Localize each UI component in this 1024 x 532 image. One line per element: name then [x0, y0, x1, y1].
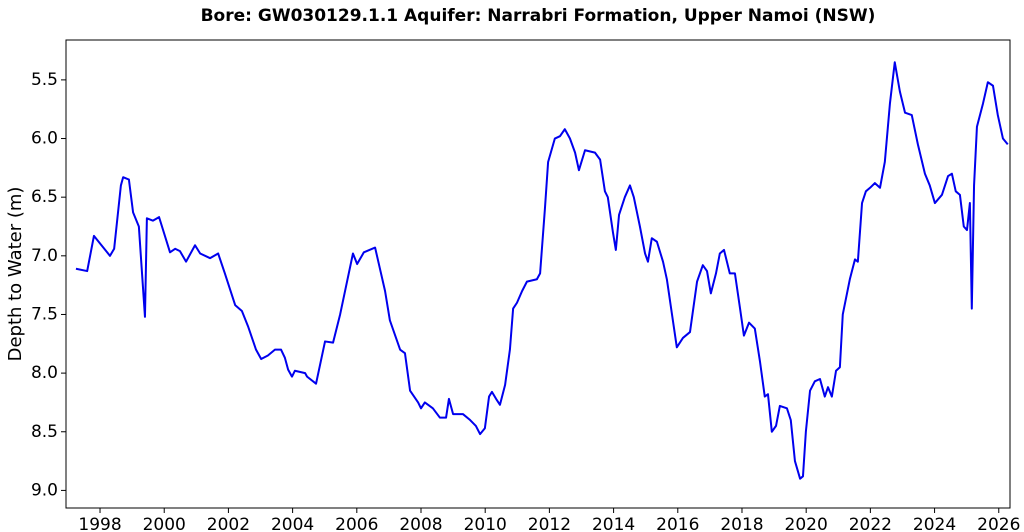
- x-tick-label: 2016: [656, 515, 699, 532]
- x-tick-label: 2020: [785, 515, 828, 532]
- y-tick-label: 9.0: [31, 480, 58, 500]
- x-tick-label: 2012: [528, 515, 571, 532]
- x-tick-label: 2006: [335, 515, 378, 532]
- y-tick-label: 7.5: [31, 304, 58, 324]
- x-tick-label: 2024: [913, 515, 956, 532]
- y-tick-label: 8.5: [31, 422, 58, 442]
- plot-frame: [65, 39, 1011, 509]
- x-tick-label: 2014: [592, 515, 635, 532]
- y-tick-label: 5.5: [31, 70, 58, 90]
- data-line: [75, 61, 1009, 480]
- y-tick-label: 7.0: [31, 246, 58, 266]
- x-tick-label: 2022: [849, 515, 892, 532]
- y-tick-label: 6.0: [31, 129, 58, 149]
- x-tick-label: 2000: [143, 515, 186, 532]
- y-tick-label: 6.5: [31, 187, 58, 207]
- x-tick-label: 2010: [464, 515, 507, 532]
- x-tick-label: 2026: [977, 515, 1020, 532]
- x-tick-label: 2004: [271, 515, 314, 532]
- chart-title: Bore: GW030129.1.1 Aquifer: Narrabri For…: [201, 6, 876, 26]
- y-tick-label: 8.0: [31, 363, 58, 383]
- x-tick-label: 2002: [207, 515, 250, 532]
- y-axis-label: Depth to Water (m): [5, 187, 26, 362]
- x-tick-label: 2018: [720, 515, 763, 532]
- x-tick-label: 1998: [78, 515, 121, 532]
- x-tick-label: 2008: [399, 515, 442, 532]
